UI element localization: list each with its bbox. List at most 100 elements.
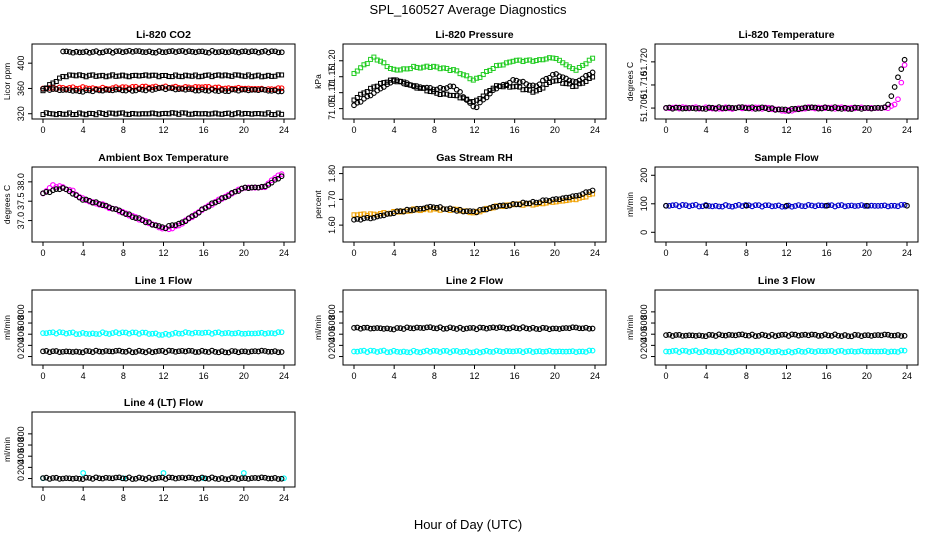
data-point: [66, 475, 73, 482]
data-point: [716, 104, 722, 110]
data-point: [275, 329, 282, 335]
data-point: [742, 347, 749, 354]
data-point: [566, 81, 572, 87]
data-point: [129, 110, 135, 116]
data-point: [222, 85, 229, 92]
data-point: [258, 474, 265, 481]
data-point: [722, 332, 729, 339]
data-point: [73, 48, 80, 55]
series-cyan-circle: [40, 329, 285, 338]
data-point: [566, 77, 573, 84]
data-point: [848, 202, 855, 209]
data-point: [775, 332, 782, 339]
data-point: [67, 72, 73, 78]
data-point: [669, 105, 676, 112]
data-point: [407, 82, 413, 88]
y-tick-label: 400: [16, 56, 26, 71]
data-point: [891, 332, 898, 339]
data-point: [683, 105, 689, 112]
data-point: [47, 111, 53, 117]
data-point: [116, 110, 122, 116]
data-point: [202, 49, 209, 56]
y-tick-label: 71.10: [327, 81, 337, 104]
data-point: [457, 95, 463, 101]
data-point: [772, 333, 779, 339]
x-tick-label: 20: [862, 371, 872, 381]
data-point: [666, 104, 673, 111]
data-point: [83, 348, 89, 354]
data-point: [268, 330, 275, 336]
data-point: [245, 330, 252, 337]
y-tick-label: 360: [16, 81, 26, 96]
data-point: [712, 348, 719, 355]
data-point: [219, 48, 225, 55]
x-tick-label: 4: [81, 125, 86, 135]
data-point: [805, 201, 812, 208]
data-point: [828, 348, 835, 354]
data-point: [828, 333, 835, 339]
data-point: [762, 202, 769, 209]
data-point: [99, 348, 106, 355]
data-point: [590, 55, 596, 61]
x-tick-label: 24: [590, 125, 600, 135]
data-point: [732, 332, 739, 339]
series-black-circle: [40, 347, 285, 356]
data-point: [46, 329, 53, 336]
chart-title: Li-820 CO2: [136, 29, 191, 41]
data-point: [166, 74, 172, 80]
data-point: [868, 348, 875, 355]
data-point: [199, 474, 205, 481]
series-black-circle: [40, 173, 285, 232]
data-point: [113, 86, 119, 93]
data-point: [878, 105, 885, 111]
data-point: [453, 348, 460, 354]
data-point: [152, 330, 159, 337]
data-point: [156, 48, 163, 54]
data-point: [182, 218, 189, 225]
data-point: [457, 89, 463, 95]
data-point: [517, 57, 523, 63]
data-point: [669, 202, 676, 209]
data-point: [881, 348, 888, 354]
data-point: [559, 348, 566, 355]
data-point: [540, 197, 546, 204]
data-point: [199, 48, 206, 55]
data-point: [769, 203, 775, 210]
data-point: [206, 111, 212, 117]
data-point: [530, 82, 536, 89]
y-tick-label: 400: [16, 327, 26, 342]
y-tick-label: 71.20: [327, 49, 337, 72]
data-point: [835, 105, 842, 112]
data-point: [176, 348, 182, 355]
data-point: [262, 86, 268, 93]
data-point: [96, 87, 103, 94]
data-point: [169, 85, 176, 92]
data-point: [895, 332, 901, 338]
data-point: [166, 332, 172, 338]
data-point: [546, 74, 553, 81]
data-point: [427, 207, 433, 213]
data-point: [63, 111, 69, 117]
data-point: [367, 215, 374, 222]
data-point: [60, 48, 66, 55]
x-tick-label: 0: [351, 371, 356, 381]
x-tick-label: 12: [781, 125, 791, 135]
data-point: [523, 87, 529, 93]
data-point: [474, 75, 480, 81]
x-tick-label: 16: [199, 371, 209, 381]
data-point: [732, 202, 739, 209]
data-point: [749, 349, 756, 355]
data-point: [252, 330, 258, 337]
data-point: [93, 474, 99, 481]
data-point: [189, 48, 196, 55]
data-point: [560, 80, 566, 86]
data-point: [245, 475, 252, 482]
data-point: [888, 93, 895, 99]
data-point: [443, 206, 450, 213]
data-point: [159, 111, 165, 117]
data-point: [520, 349, 526, 356]
data-point: [272, 87, 278, 94]
x-tick-label: 4: [392, 248, 397, 258]
data-point: [96, 49, 103, 56]
data-point: [696, 203, 702, 210]
